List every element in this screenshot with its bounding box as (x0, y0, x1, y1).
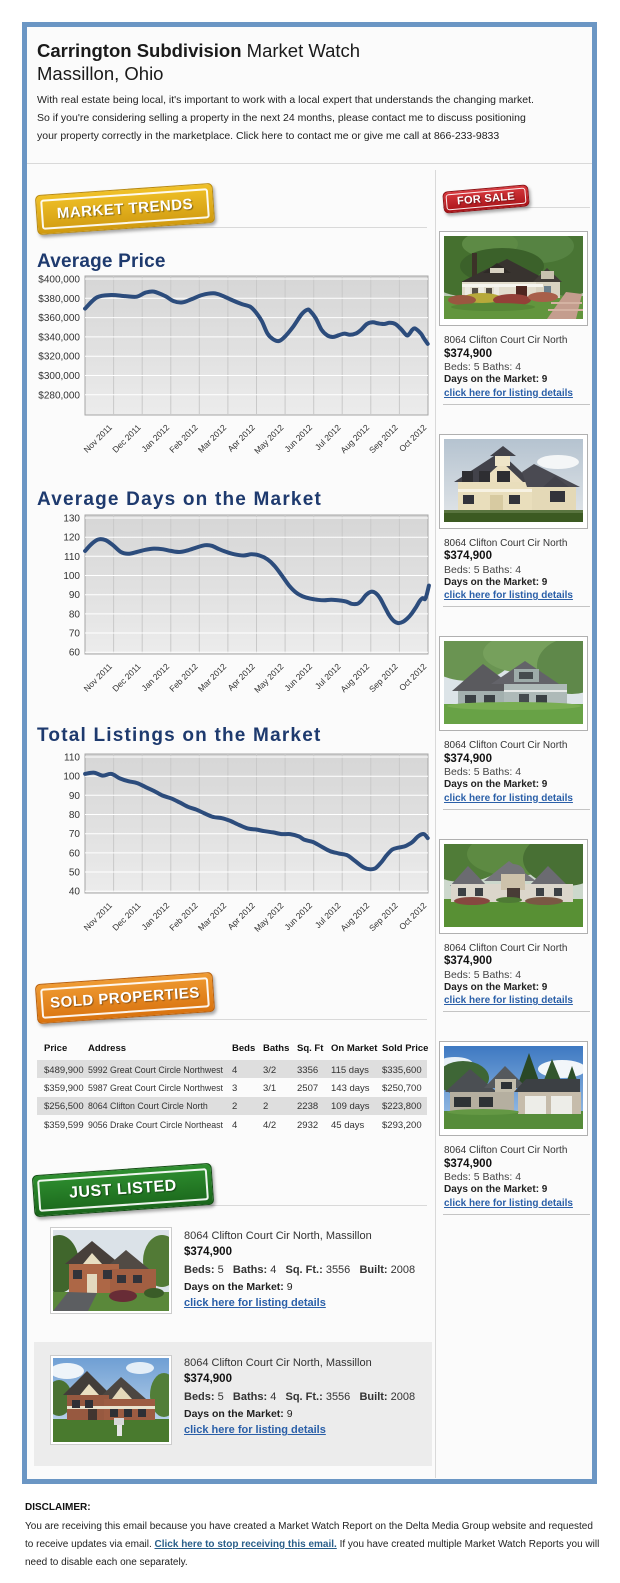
svg-text:Mar 2012: Mar 2012 (196, 661, 229, 694)
svg-text:Feb 2012: Feb 2012 (167, 422, 200, 455)
svg-text:Jan 2012: Jan 2012 (139, 900, 171, 932)
svg-text:Aug 2012: Aug 2012 (338, 661, 371, 694)
svg-text:90: 90 (69, 791, 81, 802)
svg-text:Jan 2012: Jan 2012 (139, 661, 171, 693)
svg-text:May 2012: May 2012 (252, 422, 286, 456)
svg-text:Sep 2012: Sep 2012 (367, 900, 400, 933)
svg-text:$280,000: $280,000 (38, 390, 80, 401)
svg-text:40: 40 (69, 887, 81, 898)
svg-text:110: 110 (64, 753, 80, 764)
svg-text:May 2012: May 2012 (252, 900, 286, 934)
svg-text:Dec 2011: Dec 2011 (110, 661, 143, 694)
svg-text:Dec 2011: Dec 2011 (110, 900, 143, 933)
svg-text:60: 60 (69, 648, 81, 659)
svg-text:Dec 2011: Dec 2011 (110, 422, 143, 455)
svg-text:Jun 2012: Jun 2012 (282, 422, 314, 454)
svg-text:$380,000: $380,000 (38, 294, 80, 305)
svg-text:$300,000: $300,000 (38, 371, 80, 382)
svg-text:130: 130 (63, 514, 80, 525)
svg-text:Jun 2012: Jun 2012 (282, 661, 314, 693)
svg-text:Sep 2012: Sep 2012 (367, 661, 400, 694)
svg-text:60: 60 (69, 848, 81, 859)
svg-text:$360,000: $360,000 (38, 313, 80, 324)
svg-text:Aug 2012: Aug 2012 (338, 422, 371, 455)
svg-text:50: 50 (69, 868, 81, 879)
svg-text:110: 110 (64, 552, 80, 563)
svg-text:Sep 2012: Sep 2012 (367, 422, 400, 455)
svg-text:Oct 2012: Oct 2012 (397, 900, 429, 932)
svg-text:90: 90 (69, 590, 81, 601)
svg-text:May 2012: May 2012 (252, 661, 286, 695)
svg-text:100: 100 (63, 772, 80, 783)
svg-text:Nov 2011: Nov 2011 (82, 900, 115, 933)
svg-text:Oct 2012: Oct 2012 (397, 661, 429, 693)
svg-text:80: 80 (69, 609, 81, 620)
svg-text:Nov 2011: Nov 2011 (82, 422, 115, 455)
svg-text:120: 120 (63, 533, 80, 544)
svg-text:100: 100 (63, 571, 80, 582)
svg-text:Feb 2012: Feb 2012 (167, 900, 200, 933)
svg-text:Mar 2012: Mar 2012 (196, 422, 229, 455)
svg-text:Feb 2012: Feb 2012 (167, 661, 200, 694)
svg-text:Jan 2012: Jan 2012 (139, 422, 171, 454)
svg-text:$320,000: $320,000 (38, 352, 80, 363)
svg-text:$340,000: $340,000 (38, 332, 80, 343)
svg-text:70: 70 (69, 629, 81, 640)
svg-text:80: 80 (69, 810, 81, 821)
svg-text:70: 70 (69, 829, 81, 840)
svg-text:Nov 2011: Nov 2011 (82, 661, 115, 694)
svg-text:Oct 2012: Oct 2012 (397, 422, 429, 454)
svg-text:Jun 2012: Jun 2012 (282, 900, 314, 932)
svg-text:Aug 2012: Aug 2012 (338, 900, 371, 933)
svg-text:$400,000: $400,000 (38, 275, 80, 286)
svg-text:Mar 2012: Mar 2012 (196, 900, 229, 933)
